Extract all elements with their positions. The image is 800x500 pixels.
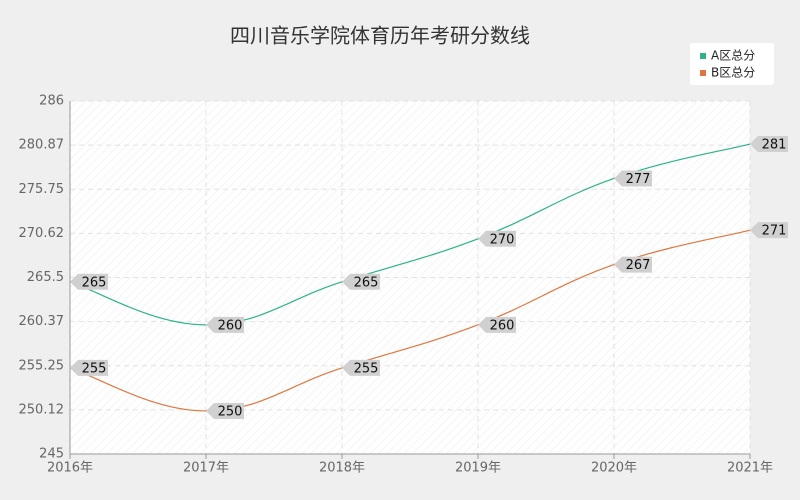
legend-marker bbox=[700, 70, 706, 76]
data-label: 267 bbox=[626, 258, 651, 273]
legend-marker bbox=[700, 53, 706, 59]
data-label: 277 bbox=[626, 172, 651, 187]
data-label: 265 bbox=[354, 275, 379, 290]
y-tick-label: 245 bbox=[39, 447, 64, 462]
chart-title: 四川音乐学院体育历年考研分数线 bbox=[230, 24, 530, 48]
y-tick-label: 275.75 bbox=[19, 182, 65, 197]
x-tick-label: 2019年 bbox=[455, 461, 501, 476]
y-tick-label: 265.5 bbox=[27, 270, 64, 285]
plot-area bbox=[70, 101, 750, 454]
data-label-tag bbox=[70, 359, 108, 376]
data-label-tag bbox=[70, 273, 108, 290]
x-tick-label: 2016年 bbox=[47, 461, 93, 476]
y-tick-label: 280.87 bbox=[19, 138, 65, 153]
legend-label: B区总分 bbox=[711, 66, 755, 80]
data-label: 265 bbox=[82, 275, 107, 290]
data-label: 250 bbox=[218, 404, 243, 419]
data-label-tag bbox=[750, 222, 788, 239]
y-tick-label: 286 bbox=[39, 94, 64, 109]
data-label-tag bbox=[614, 256, 652, 273]
legend-label: A区总分 bbox=[711, 49, 755, 63]
data-label: 281 bbox=[762, 138, 787, 153]
data-label: 270 bbox=[490, 232, 515, 247]
x-tick-label: 2020年 bbox=[591, 461, 637, 476]
x-tick-label: 2018年 bbox=[319, 461, 365, 476]
data-label-tag bbox=[206, 316, 244, 333]
data-label: 260 bbox=[490, 318, 515, 333]
data-label-tag bbox=[342, 359, 380, 376]
data-label-tag bbox=[342, 273, 380, 290]
data-label: 255 bbox=[354, 361, 379, 376]
y-tick-label: 260.37 bbox=[19, 314, 65, 329]
data-label-tag bbox=[478, 230, 516, 247]
y-tick-label: 250.12 bbox=[19, 402, 65, 417]
data-label: 260 bbox=[218, 318, 243, 333]
x-tick-label: 2017年 bbox=[183, 461, 229, 476]
y-tick-label: 270.62 bbox=[19, 226, 65, 241]
data-label-tag bbox=[478, 316, 516, 333]
data-label-tag bbox=[614, 170, 652, 187]
data-label: 255 bbox=[82, 361, 107, 376]
x-tick-label: 2021年 bbox=[727, 461, 773, 476]
legend bbox=[690, 43, 774, 85]
y-tick-label: 255.25 bbox=[19, 358, 65, 373]
data-label-tag bbox=[750, 136, 788, 153]
data-label: 271 bbox=[762, 224, 787, 239]
data-label-tag bbox=[206, 402, 244, 419]
